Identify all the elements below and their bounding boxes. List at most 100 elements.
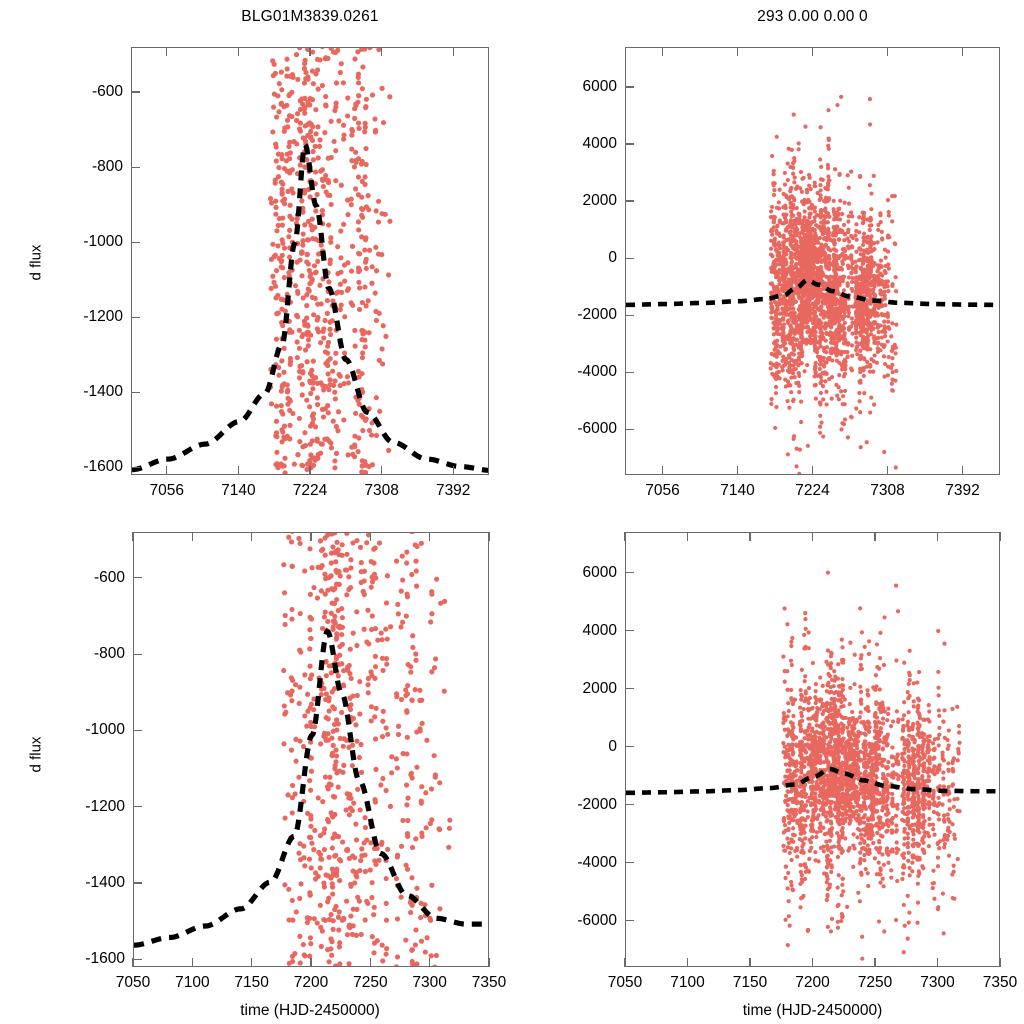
y-axis-tick: [131, 391, 140, 393]
y-axis-tick: [625, 143, 634, 145]
y-axis-tick: [131, 316, 140, 318]
x-axis-tick: [309, 466, 311, 475]
title-right: 293 0.00 0.00 0: [757, 8, 868, 25]
y-axis-tick-label: 6000: [582, 77, 617, 95]
x-axis-tick: [488, 958, 490, 967]
y-axis-tick-label: 2000: [582, 679, 617, 697]
x-axis-tick: [624, 532, 626, 541]
x-axis-tick: [452, 466, 454, 475]
x-axis-tick: [251, 958, 253, 967]
y-axis-tick-label: -800: [91, 158, 123, 176]
y-axis-tick: [625, 746, 634, 748]
y-axis-tick-label: -6000: [577, 420, 617, 438]
x-axis-tick: [381, 466, 383, 475]
y-axis-tick-label: -800: [93, 645, 125, 663]
plot-area-bottom-left: [134, 533, 488, 966]
x-axis-tick: [309, 47, 311, 56]
x-axis-tick-label: 7200: [293, 974, 329, 991]
y-axis-tick-label: -1600: [85, 950, 125, 968]
x-axis-tick: [686, 532, 689, 541]
y-axis-tick-label: -600: [93, 568, 125, 586]
y-axis-tick: [625, 200, 634, 202]
x-axis-tick-label: 7308: [870, 482, 905, 499]
x-axis-tick-label: 7392: [435, 482, 471, 499]
x-axis-tick: [886, 466, 889, 475]
plot-area-top-left: [132, 48, 488, 474]
x-axis-label-bottom-right: time (HJD-2450000): [742, 1002, 883, 1019]
x-axis-tick: [811, 466, 814, 475]
x-axis-tick: [237, 47, 239, 56]
x-axis-tick: [429, 532, 431, 541]
x-axis-tick: [886, 47, 889, 56]
x-axis-tick: [661, 466, 664, 475]
x-axis-tick: [369, 958, 371, 967]
y-axis-tick-label: -600: [91, 83, 123, 101]
y-axis-tick: [133, 958, 142, 960]
x-axis-tick-label: 7350: [982, 974, 1018, 991]
x-axis-tick-label: 7050: [115, 974, 151, 991]
y-axis-tick: [133, 729, 142, 731]
title-left: BLG01M3839.0261: [241, 8, 379, 25]
y-axis-tick-label: 0: [608, 249, 617, 267]
y-axis-tick: [131, 466, 140, 469]
y-axis-tick-label: 4000: [582, 135, 617, 152]
x-axis-tick-label: 7250: [353, 974, 388, 991]
x-axis-tick-label: 7200: [795, 974, 830, 991]
y-axis-tick-label: 0: [608, 737, 617, 755]
x-axis-tick: [811, 532, 814, 541]
y-axis-tick: [625, 630, 634, 632]
x-axis-tick: [749, 532, 751, 541]
y-axis-tick-label: -1600: [83, 458, 123, 476]
x-axis-tick: [452, 47, 454, 56]
y-axis-tick: [133, 882, 142, 884]
x-axis-tick: [310, 958, 312, 967]
y-axis-tick-label: -6000: [577, 911, 617, 929]
x-axis-tick: [999, 958, 1001, 967]
y-axis-tick: [133, 806, 142, 808]
y-axis-tick: [625, 257, 634, 259]
y-axis-tick-label: -4000: [577, 363, 617, 381]
y-axis-tick: [625, 920, 634, 922]
x-axis-tick: [429, 958, 431, 967]
panel-top-left: [131, 47, 489, 475]
x-axis-tick-label: 7150: [234, 974, 269, 991]
x-axis-tick: [874, 532, 876, 541]
x-axis-tick: [624, 958, 626, 967]
y-axis-tick-label: -1200: [85, 797, 125, 815]
y-axis-tick-label: -1200: [83, 308, 123, 326]
y-axis-tick: [131, 241, 140, 243]
y-axis-tick: [625, 428, 634, 430]
panel-top-right: [625, 47, 1000, 475]
x-axis-tick-label: 7300: [920, 974, 955, 991]
y-axis-tick-label: -2000: [577, 306, 617, 324]
y-axis-tick: [625, 688, 634, 690]
x-axis-tick-label: 7300: [412, 974, 447, 991]
x-axis-tick-label: 7350: [471, 974, 507, 991]
y-axis-tick-label: -1400: [85, 874, 125, 892]
x-axis-tick: [166, 47, 168, 56]
y-axis-tick: [625, 804, 634, 806]
y-axis-tick: [625, 86, 634, 88]
x-axis-tick: [132, 532, 134, 541]
plot-area-top-right: [626, 94, 999, 474]
y-axis-tick-label: 6000: [582, 563, 617, 581]
x-axis-tick: [237, 466, 239, 475]
x-axis-tick-label: 7140: [720, 482, 755, 499]
y-axis-tick-label: -4000: [577, 853, 617, 871]
y-axis-tick: [625, 314, 634, 316]
y-axis-tick-label: -2000: [577, 795, 617, 813]
x-axis-tick: [749, 958, 751, 967]
panel-frame: [625, 532, 1000, 967]
x-axis-tick: [811, 47, 814, 56]
x-axis-tick: [961, 466, 964, 475]
x-axis-tick-label: 7150: [732, 974, 768, 991]
x-axis-tick-label: 7056: [149, 482, 185, 499]
y-axis-tick: [131, 91, 140, 93]
x-axis-tick: [936, 958, 939, 967]
x-axis-label-bottom-left: time (HJD-2450000): [240, 1002, 380, 1019]
panel-frame: [625, 47, 1000, 475]
y-axis-tick-label: 4000: [582, 621, 617, 639]
x-axis-tick-label: 7224: [795, 482, 830, 499]
x-axis-tick-label: 7056: [645, 482, 680, 499]
